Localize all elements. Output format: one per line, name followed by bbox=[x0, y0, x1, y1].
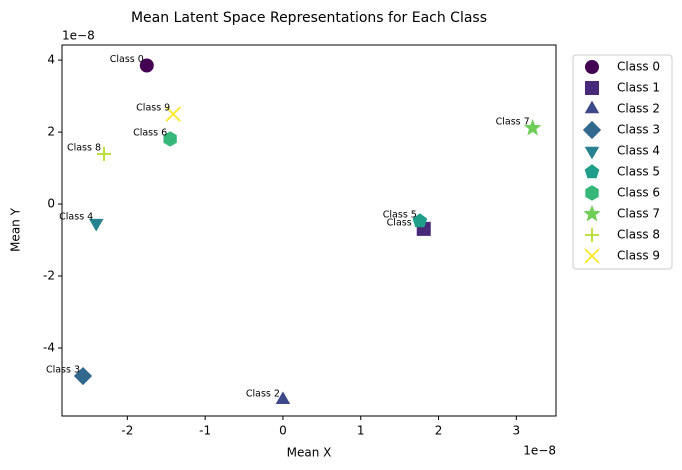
legend-label: Class 0 bbox=[617, 60, 660, 74]
legend-box bbox=[572, 54, 673, 270]
point-annotation: Class 3 bbox=[46, 365, 80, 376]
marker bbox=[165, 106, 181, 122]
legend-marker bbox=[585, 60, 599, 74]
marker bbox=[73, 366, 93, 386]
legend-label: Class 6 bbox=[617, 186, 660, 200]
y-tick-label: -4 bbox=[43, 340, 55, 354]
legend-label: Class 1 bbox=[617, 81, 660, 95]
y-axis-label: Mean Y bbox=[9, 207, 23, 252]
point-annotation: Class 4 bbox=[59, 212, 93, 223]
y-tick-label: 2 bbox=[47, 125, 55, 139]
legend-label: Class 8 bbox=[617, 228, 660, 242]
point-annotation: Class 6 bbox=[133, 127, 167, 138]
point-annotation: Class 2 bbox=[246, 388, 280, 399]
x-tick-label: -1 bbox=[199, 424, 211, 438]
legend-marker bbox=[584, 164, 600, 179]
x-tick-label: 3 bbox=[513, 424, 521, 438]
point-annotation: Class 1 bbox=[387, 217, 421, 228]
legend-marker bbox=[584, 248, 600, 264]
plot-frame bbox=[61, 44, 557, 417]
x-axis-label: Mean X bbox=[287, 446, 332, 460]
legend-label: Class 3 bbox=[617, 123, 660, 137]
marker bbox=[524, 119, 542, 136]
point-annotation: Class 8 bbox=[67, 143, 101, 154]
marker bbox=[163, 131, 177, 147]
marker bbox=[412, 213, 428, 228]
y-tick-label: -2 bbox=[43, 269, 55, 283]
x-tick-label: 1 bbox=[357, 424, 365, 438]
chart-title: Mean Latent Space Representations for Ea… bbox=[131, 10, 487, 26]
legend-label: Class 4 bbox=[617, 144, 660, 158]
legend-marker bbox=[583, 204, 601, 222]
y-tick-label: 4 bbox=[47, 53, 55, 67]
legend-marker bbox=[585, 81, 599, 95]
marker bbox=[88, 218, 104, 232]
legend-label: Class 9 bbox=[617, 249, 660, 263]
y-tick-label: 0 bbox=[47, 197, 55, 211]
legend-marker bbox=[584, 146, 600, 160]
marker bbox=[275, 391, 291, 405]
legend-label: Class 7 bbox=[617, 207, 660, 221]
point-annotation: Class 0 bbox=[110, 54, 144, 65]
y-offset-label: 1e−8 bbox=[62, 29, 95, 43]
marker bbox=[97, 147, 112, 162]
point-annotation: Class 7 bbox=[496, 117, 530, 128]
point-annotation: Class 9 bbox=[136, 103, 170, 114]
legend-marker bbox=[585, 185, 599, 201]
x-offset-label: 1e−8 bbox=[523, 444, 556, 458]
x-tick-label: 2 bbox=[435, 424, 443, 438]
legend-label: Class 5 bbox=[617, 165, 660, 179]
legend-marker bbox=[584, 100, 600, 114]
point-annotation: Class 5 bbox=[383, 209, 417, 220]
x-tick-label: -2 bbox=[121, 424, 133, 438]
legend-marker bbox=[585, 228, 599, 242]
legend-label: Class 2 bbox=[617, 102, 660, 116]
x-tick-label: 0 bbox=[279, 424, 287, 438]
legend-marker bbox=[582, 120, 602, 140]
marker bbox=[139, 58, 154, 73]
